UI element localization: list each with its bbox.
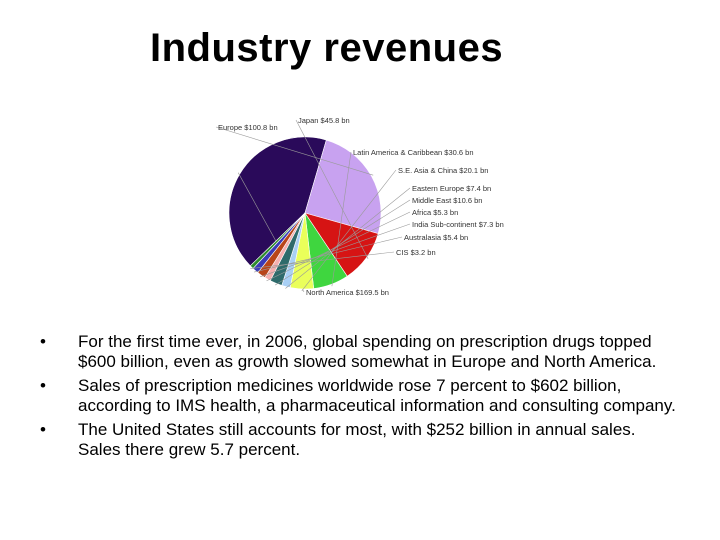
leader-line xyxy=(215,126,374,176)
pie-label: Africa $5.3 bn xyxy=(412,208,458,217)
bullet-item: • Sales of prescription medicines worldwi… xyxy=(40,376,680,416)
bullet-mark: • xyxy=(40,332,46,351)
leader-line xyxy=(260,223,411,278)
pie-label: North America $169.5 bn xyxy=(306,288,389,297)
leader-line xyxy=(301,169,397,292)
pie-label: Latin America & Caribbean $30.6 bn xyxy=(353,148,474,157)
leader-line xyxy=(266,211,411,282)
leader-line xyxy=(254,236,403,273)
leader-line xyxy=(285,187,411,289)
leader-line xyxy=(331,151,352,287)
bullet-mark: • xyxy=(40,420,46,439)
bullet-item: • The United States still accounts for mo… xyxy=(40,420,680,460)
leader-line xyxy=(274,199,411,286)
pie-label: Eastern Europe $7.4 bn xyxy=(412,184,491,193)
bullet-text: Sales of prescription medicines worldwid… xyxy=(78,376,676,415)
pie-label: Australasia $5.4 bn xyxy=(404,233,468,242)
pie-label: Japan $45.8 bn xyxy=(298,116,350,125)
bullet-text: For the first time ever, in 2006, global… xyxy=(78,332,657,371)
pie-label: India Sub-continent $7.3 bn xyxy=(412,220,504,229)
pie-label: S.E. Asia & China $20.1 bn xyxy=(398,166,488,175)
bullet-list: • For the first time ever, in 2006, globa… xyxy=(40,332,680,464)
pie-slice xyxy=(304,139,382,234)
leader-line xyxy=(250,251,395,269)
bullet-item: • For the first time ever, in 2006, globa… xyxy=(40,332,680,372)
bullet-mark: • xyxy=(40,376,46,395)
bullet-text: The United States still accounts for mos… xyxy=(78,420,636,459)
pie-label: CIS $3.2 bn xyxy=(396,248,436,257)
pie-slice xyxy=(228,136,327,267)
pie-label: Middle East $10.6 bn xyxy=(412,196,482,205)
slide-title: Industry revenues xyxy=(150,26,504,70)
pie-label: Europe $100.8 bn xyxy=(218,123,278,132)
leader-line xyxy=(295,119,369,259)
revenue-pie-chart: North America $169.5 bn Europe $100.8 bn J… xyxy=(215,116,504,297)
